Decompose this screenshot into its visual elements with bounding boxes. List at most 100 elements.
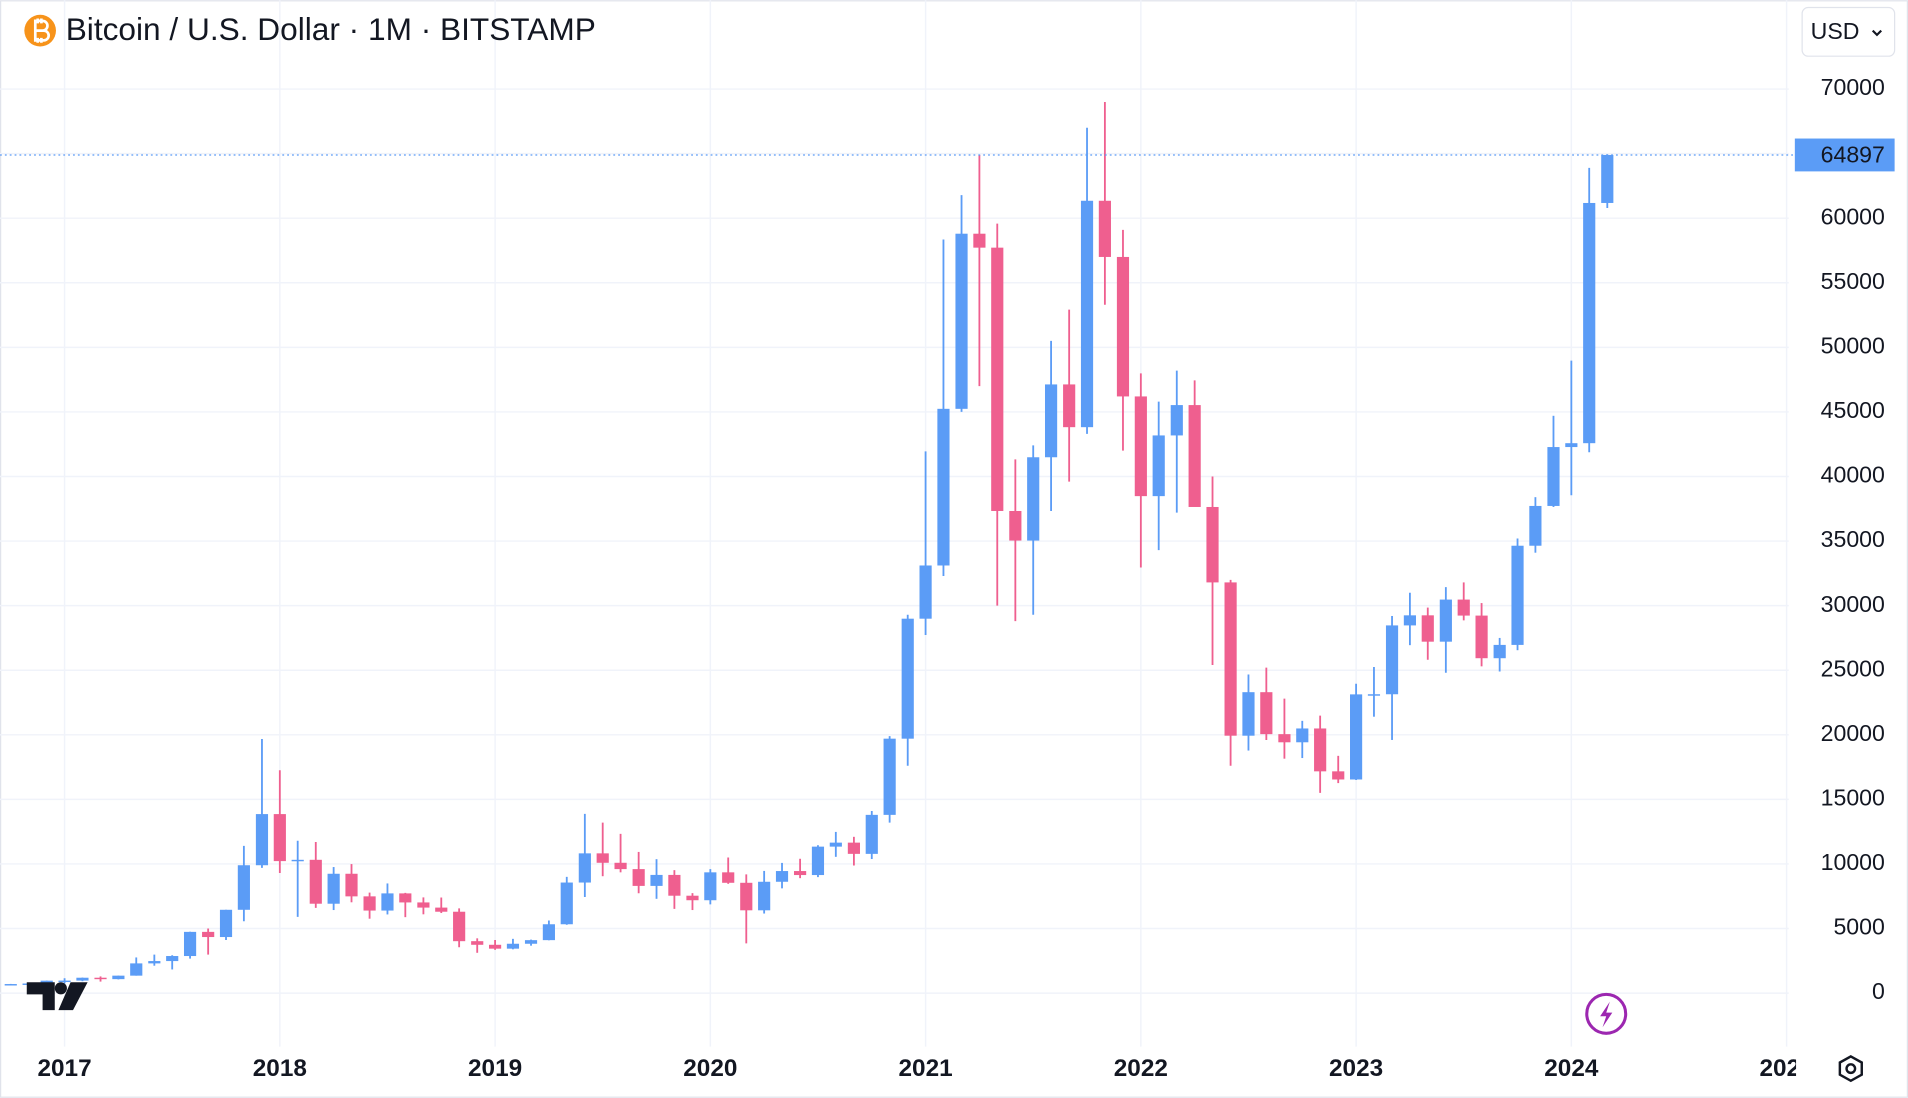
- candle-body: [1224, 582, 1237, 736]
- y-tick-label: 10000: [1821, 849, 1885, 875]
- candle-body: [4, 984, 17, 986]
- candle-body: [1009, 510, 1022, 541]
- candle-body: [524, 940, 538, 944]
- candle-body: [1439, 599, 1452, 642]
- gear-outline[interactable]: [1838, 1055, 1863, 1083]
- y-axis: 0 5000 10000 15000 20000 25000 30000 35000 40000…: [1821, 74, 1885, 1004]
- candle-body: [1475, 615, 1488, 659]
- candle-body: [327, 873, 340, 904]
- candle-body: [1493, 644, 1506, 659]
- candle-body: [722, 872, 735, 883]
- candle-body: [794, 871, 807, 876]
- candle-body: [847, 842, 860, 854]
- candle-body: [668, 874, 681, 896]
- candle-body: [937, 408, 950, 566]
- candle-body: [1511, 545, 1524, 645]
- x-tick-label: 2017: [38, 1055, 92, 1082]
- candle-body: [632, 869, 645, 886]
- candle-body: [237, 865, 250, 910]
- candle-body: [1367, 694, 1381, 696]
- candle-body: [1296, 728, 1309, 743]
- symbol-glyph: [33, 18, 50, 43]
- candle-body: [1457, 599, 1470, 616]
- candle-body: [1403, 615, 1416, 626]
- currency-button[interactable]: [1801, 6, 1896, 57]
- candle-body: [1332, 771, 1345, 780]
- candle-body: [650, 874, 663, 886]
- candle-body: [758, 881, 771, 911]
- candle-body: [1027, 457, 1040, 541]
- y-tick-label: 40000: [1821, 462, 1885, 488]
- candle-body: [578, 853, 591, 883]
- gear-center[interactable]: [1845, 1063, 1857, 1075]
- last-price-box: [1794, 138, 1895, 172]
- candle-body: [148, 961, 161, 964]
- candle-body: [1044, 384, 1058, 458]
- candle-body: [219, 909, 233, 938]
- y-tick-label: 0: [1872, 978, 1885, 1004]
- candle-body: [704, 872, 717, 901]
- x-tick-label: 2024: [1544, 1055, 1599, 1082]
- lightning-glyph[interactable]: [1600, 1001, 1613, 1028]
- candle-body: [1116, 256, 1130, 397]
- y-tick-label: 60000: [1821, 203, 1885, 229]
- candle-body: [273, 814, 286, 862]
- candle-body: [1260, 692, 1273, 735]
- candle-body: [1421, 615, 1434, 642]
- settings-button[interactable]: [1838, 1055, 1863, 1083]
- y-tick-label: 70000: [1821, 74, 1885, 100]
- candle-body: [865, 814, 878, 854]
- x-tick-label: 2021: [899, 1055, 953, 1082]
- candle-body: [614, 862, 627, 870]
- candle-body: [1565, 443, 1578, 448]
- candle-body: [58, 980, 71, 983]
- candle-body: [1170, 405, 1183, 436]
- candle-body: [202, 931, 215, 938]
- candle-body: [166, 956, 179, 962]
- candle-body: [955, 233, 968, 409]
- y-tick-label: 35000: [1821, 526, 1885, 552]
- candle-body: [1098, 200, 1111, 257]
- candle-body: [1080, 200, 1094, 428]
- candle-body: [255, 814, 269, 866]
- candle-body: [76, 977, 89, 981]
- candle-body: [381, 893, 394, 911]
- chevron[interactable]: [1871, 29, 1883, 37]
- y-tick-label: 50000: [1821, 332, 1885, 358]
- candle-body: [775, 871, 789, 882]
- candle-body: [1206, 506, 1219, 583]
- candle-body: [399, 893, 412, 903]
- candle-body: [488, 944, 502, 949]
- candle-body: [811, 846, 825, 876]
- candle-body: [883, 738, 896, 815]
- candle-body: [1242, 692, 1255, 736]
- candle-body: [94, 977, 107, 980]
- candle-body: [345, 873, 358, 897]
- lightning-button[interactable]: [1585, 992, 1628, 1035]
- x-tick-label: 2019: [468, 1055, 522, 1082]
- candle-body: [453, 911, 466, 942]
- y-tick-label: 20000: [1821, 720, 1885, 746]
- candle-body: [435, 907, 448, 912]
- candle-body: [506, 943, 520, 949]
- x-tick-label: 2023: [1329, 1055, 1383, 1082]
- last-price: 64897: [0, 138, 1895, 172]
- x-tick-label: 2020: [683, 1055, 737, 1082]
- y-tick-label: 15000: [1821, 784, 1885, 810]
- currency-label[interactable]: USD: [1811, 18, 1860, 44]
- candle-body: [309, 859, 322, 904]
- candle-body: [919, 565, 932, 619]
- candle-body: [686, 895, 699, 901]
- currency-select[interactable]: USD: [1801, 6, 1896, 57]
- candle-body: [1278, 734, 1291, 743]
- candle-body: [1529, 505, 1542, 546]
- y-tick-label: 55000: [1821, 268, 1885, 294]
- candle-body: [1350, 694, 1363, 780]
- candle-body: [183, 931, 197, 957]
- candle-body: [991, 247, 1004, 511]
- y-tick-label: 30000: [1821, 591, 1885, 617]
- x-tick-label: 2022: [1114, 1055, 1168, 1082]
- candle-body: [596, 853, 609, 863]
- candle-body: [363, 896, 376, 911]
